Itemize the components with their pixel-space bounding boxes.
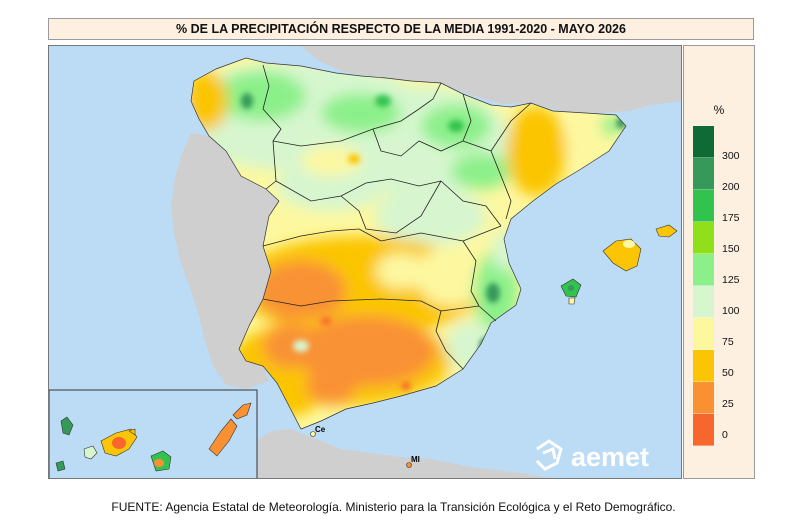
legend-swatch [693,126,714,158]
balearic-islands [560,224,678,305]
legend-swatch [693,222,714,254]
melilla-marker [406,462,412,468]
legend-swatch [693,254,714,286]
legend-tick-label: 75 [722,336,734,348]
legend-color-bar [693,126,714,446]
aemet-logo-icon [535,439,563,471]
legend-tick-label: 25 [722,398,734,410]
aemet-logo: aemet [535,439,649,472]
legend-tick-label: 125 [722,274,740,286]
legend-tick-label: 150 [722,243,740,255]
melilla-label: Ml [411,455,420,464]
portugal-landmass [171,133,279,389]
legend-unit: % [713,103,725,117]
france-landmass [301,46,681,113]
legend-tick-label: 100 [722,305,740,317]
legend-swatch [693,190,714,222]
north-africa-landmass [256,429,550,478]
legend-swatch [693,286,714,318]
legend-tick-label: 200 [722,181,740,193]
legend-tick-label: 300 [722,150,740,162]
legend-swatch [693,414,714,446]
map-title: % DE LA PRECIPITACIÓN RESPECTO DE LA MED… [48,18,754,40]
ceuta-label: Ce [315,425,326,434]
legend-swatch [693,382,714,414]
legend-swatch [693,350,714,382]
legend-tick-label: 50 [722,367,734,379]
legend-tick-label: 0 [722,429,728,441]
region-boundaries [262,64,532,370]
legend: % 300 200 175 150 125 100 75 50 25 0 [683,45,755,479]
ceuta-marker [310,431,316,437]
canary-islands-inset [49,389,258,478]
legend-swatch [693,158,714,190]
legend-tick-label: 175 [722,212,740,224]
aemet-logo-text: aemet [571,442,649,472]
precipitation-map: Ce Ml aemet [48,45,682,479]
legend-swatch [693,318,714,350]
spain-coastline [190,57,627,430]
source-note: FUENTE: Agencia Estatal de Meteorología.… [111,500,676,514]
